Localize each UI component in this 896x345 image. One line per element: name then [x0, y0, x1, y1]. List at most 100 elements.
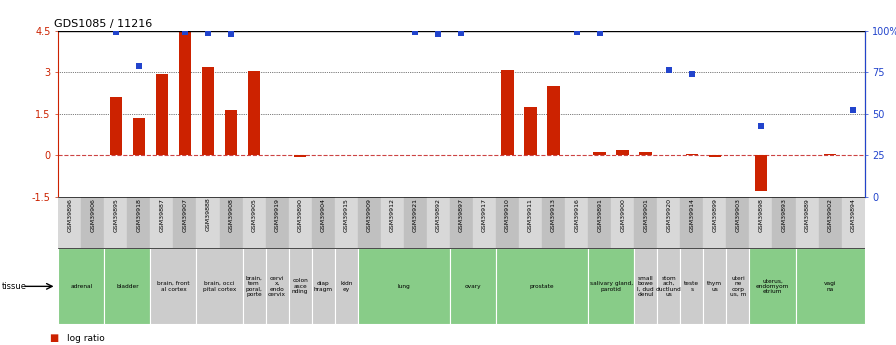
Text: salivary gland,
parotid: salivary gland, parotid [590, 281, 633, 292]
Bar [174, 197, 196, 248]
Text: uteri
ne
corp
us, m: uteri ne corp us, m [729, 276, 746, 297]
Bar [289, 197, 312, 248]
Text: GSM39918: GSM39918 [136, 198, 142, 231]
Bar [709, 155, 721, 157]
Bar [616, 150, 629, 155]
Text: GSM39892: GSM39892 [435, 198, 441, 232]
Text: thym
us: thym us [707, 281, 722, 292]
Bar [220, 197, 243, 248]
Text: GSM39897: GSM39897 [459, 198, 464, 232]
Text: bladder: bladder [116, 284, 139, 289]
Text: GSM39903: GSM39903 [736, 198, 740, 232]
Text: lung: lung [398, 284, 410, 289]
Text: GSM39909: GSM39909 [366, 198, 372, 232]
Bar [547, 86, 560, 155]
Bar [501, 70, 514, 155]
Bar [524, 107, 537, 155]
Text: tissue: tissue [2, 282, 27, 291]
Bar [593, 152, 606, 155]
Text: GSM39906: GSM39906 [90, 198, 95, 231]
Text: GSM39920: GSM39920 [667, 198, 671, 232]
Bar [265, 197, 289, 248]
Text: GSM39915: GSM39915 [344, 198, 349, 231]
Bar [109, 97, 122, 155]
Bar [819, 197, 841, 248]
Bar [312, 197, 335, 248]
Text: GSM39891: GSM39891 [597, 198, 602, 231]
Bar [104, 248, 151, 324]
Text: vagi
na: vagi na [823, 281, 836, 292]
Bar [151, 197, 174, 248]
Text: uterus,
endomyom
etrium: uterus, endomyom etrium [756, 278, 789, 294]
Text: GSM39904: GSM39904 [321, 198, 326, 232]
Bar [640, 152, 652, 155]
Text: GSM39905: GSM39905 [252, 198, 256, 231]
Bar [749, 197, 772, 248]
Bar [82, 197, 104, 248]
Text: cervi
x,
endo
cervix: cervi x, endo cervix [268, 276, 286, 297]
Text: brain, occi
pital cortex: brain, occi pital cortex [202, 281, 237, 292]
Bar [404, 197, 426, 248]
Bar [727, 248, 749, 324]
Bar [823, 154, 836, 155]
Text: colon
asce
nding: colon asce nding [292, 278, 308, 294]
Bar [450, 197, 473, 248]
Text: GSM39914: GSM39914 [689, 198, 694, 232]
Bar [202, 67, 214, 155]
Bar [196, 197, 220, 248]
Bar [634, 197, 658, 248]
Text: prostate: prostate [530, 284, 555, 289]
Text: GSM39907: GSM39907 [183, 198, 187, 232]
Text: brain,
tem
poral,
porte: brain, tem poral, porte [246, 276, 263, 297]
Bar [104, 197, 127, 248]
Bar [611, 197, 634, 248]
Text: GSM39896: GSM39896 [67, 198, 73, 231]
Bar [225, 110, 237, 155]
Bar [289, 248, 312, 324]
Bar [358, 248, 450, 324]
Text: stom
ach,
ductlund
us: stom ach, ductlund us [656, 276, 682, 297]
Bar [358, 197, 381, 248]
Text: brain, front
al cortex: brain, front al cortex [157, 281, 190, 292]
Text: GSM39888: GSM39888 [205, 198, 211, 231]
Bar [841, 197, 865, 248]
Bar [496, 197, 519, 248]
Bar [703, 197, 727, 248]
Bar [749, 248, 796, 324]
Bar [127, 197, 151, 248]
Text: kidn
ey: kidn ey [340, 281, 352, 292]
Text: GSM39916: GSM39916 [574, 198, 579, 231]
Bar [294, 155, 306, 157]
Bar [156, 74, 168, 155]
Bar [426, 197, 450, 248]
Bar [58, 197, 82, 248]
Bar [772, 197, 796, 248]
Text: GSM39908: GSM39908 [228, 198, 234, 231]
Text: GSM39889: GSM39889 [805, 198, 810, 231]
Bar [381, 197, 404, 248]
Text: teste
s: teste s [685, 281, 700, 292]
Bar [450, 248, 496, 324]
Text: small
bowe
l, dud
denul: small bowe l, dud denul [637, 276, 654, 297]
Bar [335, 248, 358, 324]
Text: GSM39911: GSM39911 [528, 198, 533, 231]
Text: GSM39910: GSM39910 [505, 198, 510, 231]
Bar [680, 197, 703, 248]
Bar [133, 118, 145, 155]
Bar [58, 248, 104, 324]
Bar [703, 248, 727, 324]
Bar [542, 197, 565, 248]
Text: GSM39894: GSM39894 [850, 198, 856, 232]
Bar [178, 31, 191, 155]
Text: GSM39893: GSM39893 [781, 198, 787, 232]
Text: GSM39919: GSM39919 [274, 198, 280, 232]
Text: ovary: ovary [465, 284, 481, 289]
Text: ■: ■ [49, 333, 58, 343]
Bar [658, 197, 680, 248]
Bar [243, 248, 265, 324]
Text: GSM39901: GSM39901 [643, 198, 649, 231]
Bar [519, 197, 542, 248]
Bar [151, 248, 196, 324]
Bar [588, 197, 611, 248]
Bar [658, 248, 680, 324]
